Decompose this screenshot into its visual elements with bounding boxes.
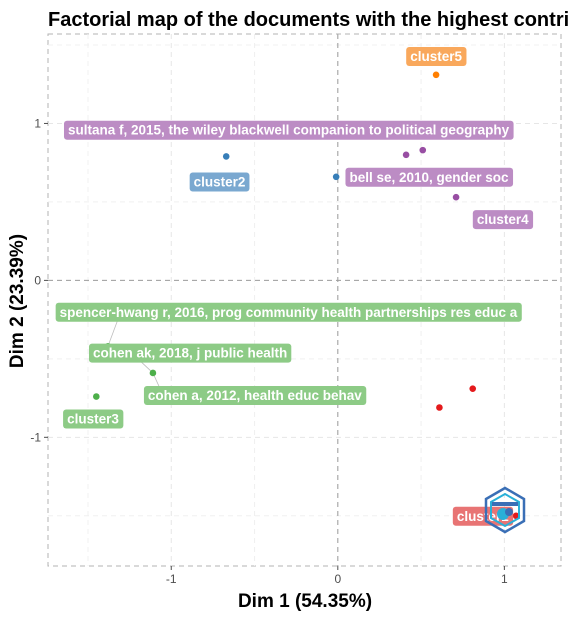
data-point-cluster4 xyxy=(419,146,427,154)
label-box xyxy=(406,46,467,66)
data-label: cluster4 xyxy=(477,212,529,227)
data-label: sultana f, 2015, the wiley blackwell com… xyxy=(68,123,510,138)
data-point-cluster1 xyxy=(512,512,520,520)
label-box xyxy=(88,343,292,363)
data-point-cluster1 xyxy=(436,404,443,411)
label-box xyxy=(189,172,250,192)
data-label: bell se, 2010, gender soc xyxy=(349,170,509,185)
bibliometrix-logo xyxy=(484,486,526,534)
data-point-cluster3 xyxy=(93,393,100,400)
data-label: cohen ak, 2018, j public health xyxy=(93,346,287,361)
y-tick-label: -1 xyxy=(30,430,41,444)
data-label: spencer-hwang r, 2016, prog community he… xyxy=(60,305,518,320)
label-box xyxy=(63,409,124,429)
data-point-cluster3 xyxy=(149,369,157,377)
y-tick-label: 1 xyxy=(34,116,41,130)
label-box xyxy=(143,385,367,405)
label-box xyxy=(345,167,514,187)
data-point-cluster2 xyxy=(222,153,230,160)
plot-area: -1 0 1 -1 0 1 cluster5 sultana f, 2015, the wil… xyxy=(30,33,562,586)
data-point-cluster5 xyxy=(432,71,440,79)
data-label: cluster5 xyxy=(410,49,462,64)
plot-border xyxy=(47,33,562,567)
x-tick-label: 1 xyxy=(501,572,508,586)
data-point-cluster2 xyxy=(332,173,340,181)
y-axis-title: Dim 2 (23.39%) xyxy=(7,234,28,368)
data-point-cluster4 xyxy=(402,151,410,159)
label-box xyxy=(63,120,514,140)
y-tick-label: 0 xyxy=(34,273,41,287)
label-box xyxy=(472,210,534,230)
x-tick-label: 0 xyxy=(334,572,341,586)
chart-title: Factorial map of the documents with the … xyxy=(48,9,569,31)
data-label: cluster3 xyxy=(67,411,119,426)
label-box xyxy=(55,302,522,322)
x-tick-label: -1 xyxy=(166,572,177,586)
data-point-cluster4 xyxy=(452,193,460,201)
data-point-cluster1 xyxy=(469,385,477,392)
data-label: cohen a, 2012, health educ behav xyxy=(148,388,362,403)
x-axis-title: Dim 1 (54.35%) xyxy=(238,591,372,612)
data-label: cluster2 xyxy=(194,175,246,190)
